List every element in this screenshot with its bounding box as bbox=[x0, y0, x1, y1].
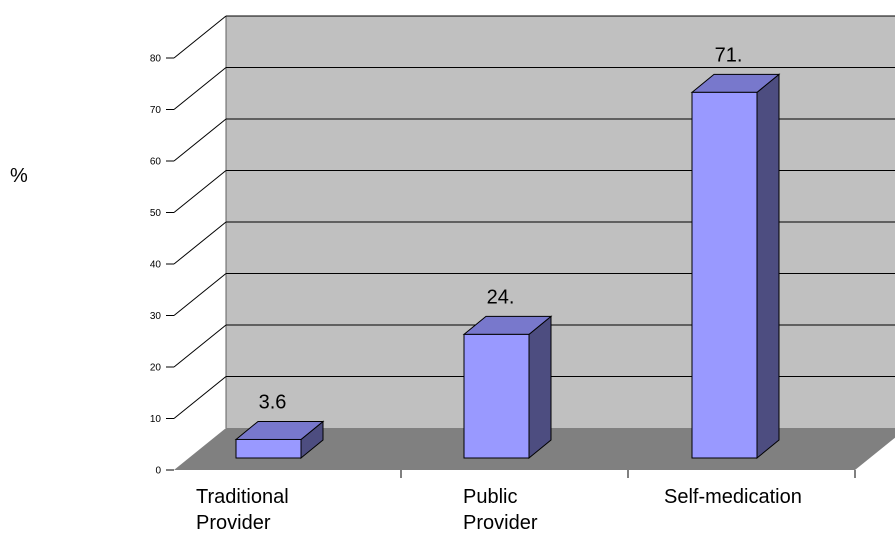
side-wall-gridline bbox=[173, 118, 227, 162]
bar-side-face bbox=[528, 315, 552, 460]
x-tick-label-traditional-provider: Traditional Provider bbox=[196, 486, 289, 534]
data-label-self-medication: 71. bbox=[715, 44, 743, 66]
bar-traditional-provider bbox=[234, 420, 325, 460]
y-tick-label-70: 70 bbox=[150, 105, 162, 116]
bar-front-face bbox=[463, 333, 530, 459]
side-wall-gridline bbox=[173, 170, 227, 213]
data-label-traditional-provider: 3.6 bbox=[259, 391, 287, 413]
y-tick-label-10: 10 bbox=[150, 414, 162, 425]
x-tick-label-public-provider: Public Provider bbox=[463, 486, 538, 534]
bar-public-provider bbox=[462, 315, 553, 460]
gridlines bbox=[173, 15, 895, 419]
y-tick-label-0: 0 bbox=[155, 466, 161, 477]
y-tick-label-20: 20 bbox=[150, 363, 162, 374]
data-label-public-provider: 24. bbox=[487, 286, 515, 308]
y-tick-label-50: 50 bbox=[150, 208, 162, 219]
y-tick-label-80: 80 bbox=[150, 54, 162, 65]
side-wall-gridline bbox=[173, 273, 227, 316]
bar-front-face bbox=[235, 438, 302, 459]
bar-self-medication bbox=[690, 73, 781, 460]
side-wall-gridline bbox=[173, 376, 227, 419]
bar-front-face bbox=[691, 91, 758, 459]
side-wall-gridline bbox=[173, 221, 227, 265]
bar-side-face bbox=[756, 73, 780, 460]
bars: 3.6 24. 71. bbox=[234, 44, 781, 460]
y-tick-label-60: 60 bbox=[150, 157, 162, 168]
axes: 0 10 20 30 40 50 60 70 80 bbox=[150, 54, 856, 478]
y-tick-label-30: 30 bbox=[150, 311, 162, 322]
y-tick-label-40: 40 bbox=[150, 260, 162, 271]
y-axis-title: % bbox=[10, 165, 28, 187]
x-tick-label-self-medication: Self-medication bbox=[664, 486, 802, 508]
side-wall-gridline bbox=[173, 324, 227, 368]
side-wall-gridline bbox=[173, 67, 227, 110]
side-wall-gridline bbox=[173, 15, 227, 59]
